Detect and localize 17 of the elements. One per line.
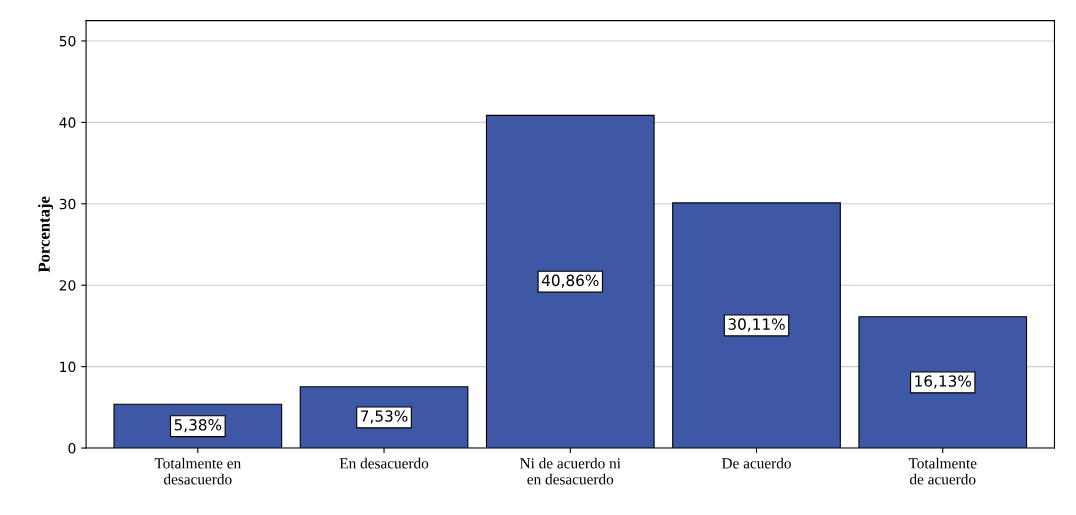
y-tick-label: 0	[68, 443, 76, 454]
y-tick-label: 40	[59, 117, 76, 128]
x-tick-label: En desacuerdo	[339, 457, 429, 469]
data-label: 16,13%	[915, 375, 972, 389]
x-tick-label: Totalmente en desacuerdo	[154, 457, 241, 485]
x-tick-label: Totalmente de acuerdo	[908, 457, 977, 485]
y-tick-label: 50	[59, 35, 76, 47]
data-label: 7,53%	[361, 410, 408, 424]
y-axis-title: Porcentaje	[38, 196, 54, 273]
data-label: 5,38%	[174, 419, 222, 433]
data-label: 30,11%	[728, 318, 785, 332]
y-tick-label: 20	[59, 280, 76, 291]
data-label: 40,86%	[541, 274, 599, 288]
x-tick-label: De acuerdo	[721, 457, 791, 469]
y-tick-label: 10	[60, 361, 76, 373]
x-tick-label: Ni de acuerdo ni en desacuerdo	[520, 457, 621, 485]
y-tick-label: 30	[59, 198, 76, 210]
